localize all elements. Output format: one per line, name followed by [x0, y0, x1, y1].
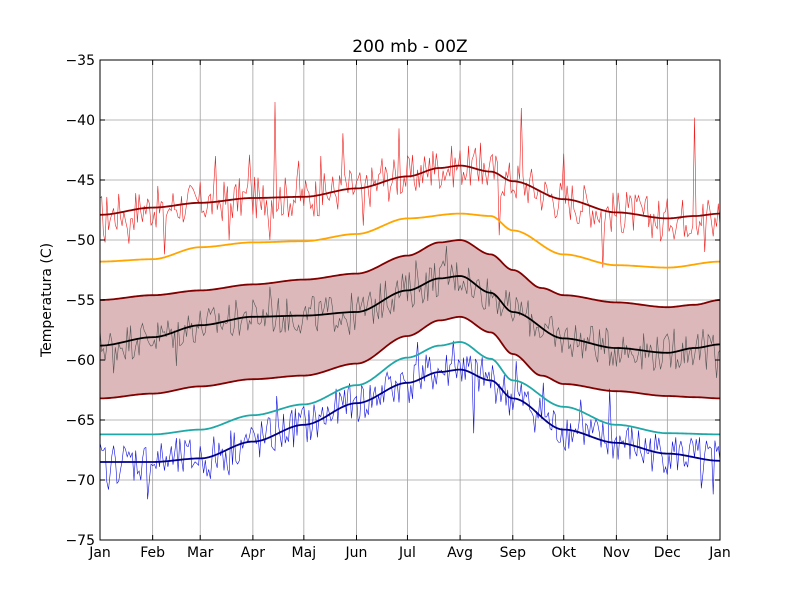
y-tick-label: −40	[65, 113, 95, 129]
band-upper-line	[99, 239, 721, 309]
series-daily-min	[99, 340, 721, 500]
series-record-max-smooth	[99, 164, 721, 220]
x-tick-label: Avg	[447, 545, 473, 561]
x-tick-label: Okt	[551, 545, 576, 561]
y-tick-label: −75	[65, 533, 95, 549]
band-lower-line	[99, 315, 721, 400]
x-tick-label: Feb	[140, 545, 165, 561]
percentile-band	[100, 240, 720, 399]
x-tick-label: Jun	[345, 545, 368, 561]
y-tick-label: −55	[65, 293, 95, 309]
y-tick-label: −70	[65, 473, 95, 489]
plot-area: Jan Feb Mar Apr Maj Jun Jul Avg Sep Okt Nov Dec Jan−…	[65, 53, 730, 561]
x-tick-label: Apr	[241, 545, 265, 561]
y-tick-label: −35	[65, 53, 95, 69]
x-tick-label: Dec	[654, 545, 681, 561]
x-tick-label: Mar	[187, 545, 214, 561]
y-axis-label: Temperatura (C)	[39, 243, 55, 358]
x-tick-label: Jul	[398, 545, 416, 561]
series-record-min-smooth	[100, 368, 721, 463]
chart-title: 200 mb - 00Z	[352, 37, 467, 57]
y-tick-label: −45	[65, 173, 95, 189]
x-tick-label: Maj	[292, 545, 317, 561]
x-tick-label: Jan	[88, 545, 111, 561]
y-tick-label: −50	[65, 233, 95, 249]
x-tick-label: Nov	[603, 545, 630, 561]
x-tick-label: Jan	[708, 545, 731, 561]
y-tick-label: −60	[65, 353, 95, 369]
x-tick-label: Sep	[500, 545, 527, 561]
series-daily-mean	[99, 245, 721, 379]
series-p-high	[99, 212, 721, 269]
series-mean	[99, 275, 721, 354]
y-tick-label: −65	[65, 413, 95, 429]
series-p-low	[100, 341, 720, 436]
